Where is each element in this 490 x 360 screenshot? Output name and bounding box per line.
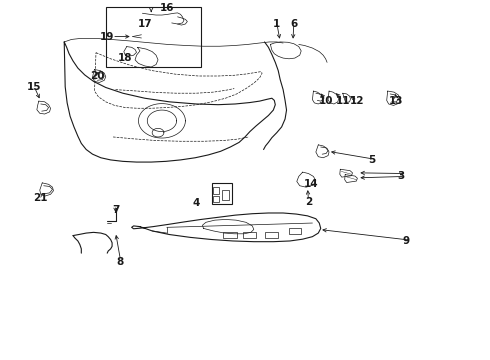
Text: 14: 14 (304, 179, 318, 189)
Text: 8: 8 (117, 257, 124, 267)
Text: 18: 18 (118, 53, 132, 63)
Bar (106, 7, 201, 67)
Text: 1: 1 (273, 19, 280, 29)
Text: 4: 4 (193, 198, 200, 208)
Bar (265, 232, 278, 238)
Bar (213, 196, 219, 202)
Text: 5: 5 (368, 155, 376, 165)
Text: 2: 2 (305, 197, 312, 207)
Text: 21: 21 (33, 193, 48, 203)
Bar (213, 187, 219, 194)
Bar (223, 232, 237, 238)
Bar (243, 232, 256, 238)
Text: 6: 6 (290, 19, 297, 29)
Text: 10: 10 (318, 96, 333, 106)
Text: 7: 7 (112, 206, 119, 216)
Text: 16: 16 (160, 3, 174, 13)
Text: 11: 11 (336, 96, 350, 106)
Text: 20: 20 (90, 71, 105, 81)
Text: 9: 9 (403, 236, 410, 246)
Bar (221, 190, 229, 200)
Bar (212, 183, 232, 204)
Bar (289, 228, 301, 234)
Text: 3: 3 (398, 171, 405, 181)
Text: 19: 19 (100, 32, 114, 42)
Text: 12: 12 (350, 96, 365, 106)
Text: 17: 17 (138, 19, 152, 29)
Text: 13: 13 (389, 96, 404, 106)
Text: 15: 15 (26, 82, 41, 92)
